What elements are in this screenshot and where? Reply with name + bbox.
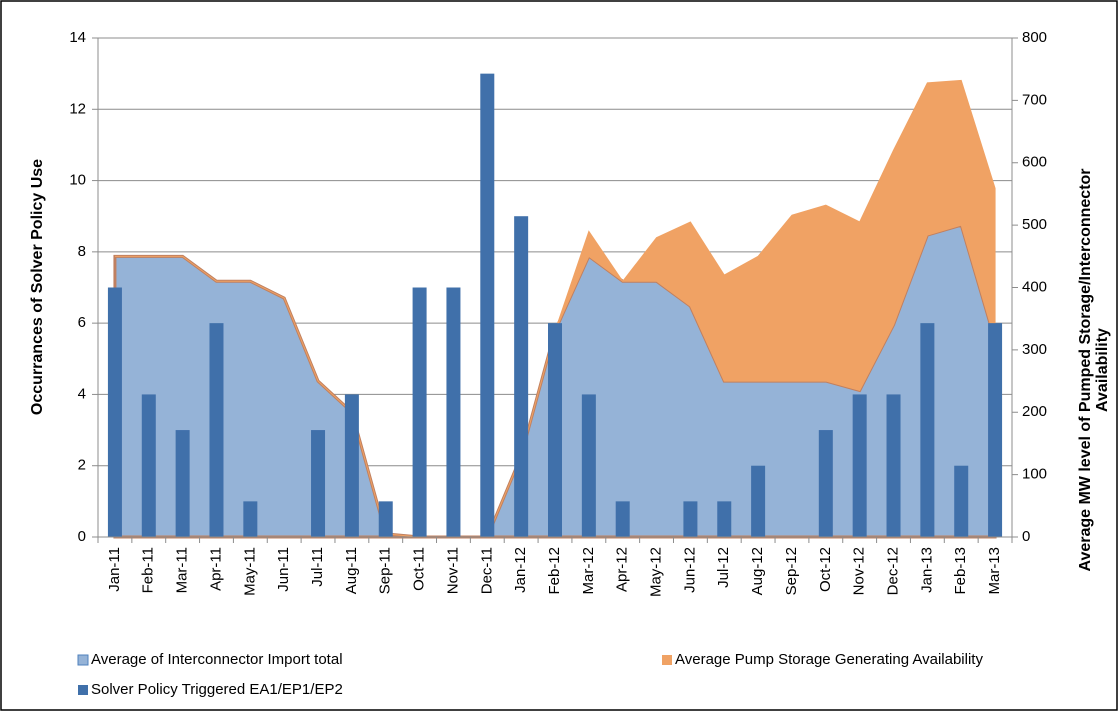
bar: [514, 216, 529, 537]
legend-swatch: [77, 654, 89, 666]
y-tick-label: 6: [78, 314, 86, 331]
x-tick-label: Mar-13: [986, 547, 1003, 595]
bar: [683, 501, 698, 537]
bar: [988, 323, 1003, 537]
x-tick-label: Sep-11: [377, 547, 394, 594]
y2-tick-label: 300: [1022, 341, 1047, 358]
y-tick-label: 8: [78, 243, 86, 260]
x-tick-label: May-11: [241, 547, 258, 596]
x-tick-label: Jun-11: [275, 547, 292, 592]
x-tick-label: Jan-12: [512, 547, 529, 593]
y-tick-label: 14: [69, 29, 86, 46]
bar: [717, 501, 732, 537]
legend-label: Average of Interconnector Import total: [91, 651, 343, 668]
bar: [378, 501, 393, 537]
bar: [852, 394, 867, 537]
bar: [548, 323, 562, 537]
legend-label: Average Pump Storage Generating Availabi…: [675, 651, 983, 668]
x-tick-label: Dec-12: [884, 547, 901, 595]
y-tick-label: 2: [78, 457, 86, 474]
bar: [446, 287, 461, 537]
y2-axis-title: Average MW level of Pumped Storage/Inter…: [1077, 168, 1094, 571]
y2-tick-label: 800: [1022, 29, 1047, 46]
y-tick-label: 4: [78, 385, 86, 402]
x-tick-label: Aug-12: [749, 547, 766, 595]
x-tick-label: Feb-11: [140, 547, 157, 593]
x-tick-label: Oct-11: [411, 547, 428, 591]
x-tick-label: Mar-12: [580, 547, 597, 595]
y2-tick-label: 200: [1022, 403, 1047, 420]
bar: [954, 465, 969, 537]
x-tick-label: Jan-11: [106, 547, 123, 592]
x-tick-label: Feb-13: [952, 547, 969, 595]
legend-label: Solver Policy Triggered EA1/EP1/EP2: [91, 681, 343, 698]
x-tick-label: Oct-12: [817, 547, 834, 592]
bar: [480, 73, 495, 538]
bar: [344, 394, 359, 537]
y2-tick-label: 700: [1022, 91, 1047, 108]
bar: [107, 287, 122, 537]
y2-tick-label: 0: [1022, 528, 1030, 545]
x-tick-label: Jul-11: [309, 547, 326, 587]
x-tick-label: Jun-12: [681, 547, 698, 593]
bar: [920, 323, 935, 537]
x-tick-label: Nov-12: [851, 547, 868, 595]
bar: [141, 394, 156, 537]
legend-swatch: [662, 655, 672, 665]
bar: [412, 287, 427, 537]
x-tick-label: Nov-11: [444, 547, 461, 594]
x-tick-label: Apr-11: [207, 547, 224, 591]
y2-tick-label: 400: [1022, 278, 1047, 295]
y-tick-label: 12: [69, 100, 86, 117]
bar: [209, 323, 224, 537]
y2-tick-label: 100: [1022, 466, 1047, 483]
y-tick-label: 10: [69, 172, 86, 189]
bar: [175, 430, 190, 537]
x-tick-label: Jan-13: [918, 547, 935, 593]
y2-axis-title: Availability: [1094, 328, 1111, 412]
y2-tick-label: 600: [1022, 154, 1047, 171]
y-axis-title: Occurrances of Solver Policy Use: [29, 159, 46, 415]
bar: [581, 394, 596, 537]
legend-swatch: [78, 685, 88, 695]
y-tick-label: 0: [78, 528, 86, 545]
x-tick-label: Apr-12: [614, 547, 631, 592]
plot-area: Jan-11 Feb-11 Mar-11 Apr-11 May-11 Jun-11 Jul-…: [97, 38, 1013, 597]
x-tick-label: Jul-12: [715, 547, 732, 588]
x-tick-label: Mar-11: [174, 547, 191, 593]
bar: [311, 430, 326, 537]
bar: [615, 501, 630, 537]
bar: [818, 430, 833, 537]
x-tick-label: Sep-12: [783, 547, 800, 595]
x-tick-label: Feb-12: [546, 547, 563, 595]
x-tick-label: Aug-11: [343, 547, 360, 594]
y2-tick-label: 500: [1022, 216, 1047, 233]
bar: [751, 465, 766, 537]
bar: [886, 394, 901, 537]
x-tick-label: May-12: [648, 547, 665, 597]
x-tick-label: Dec-11: [478, 547, 495, 594]
bar: [243, 501, 258, 537]
